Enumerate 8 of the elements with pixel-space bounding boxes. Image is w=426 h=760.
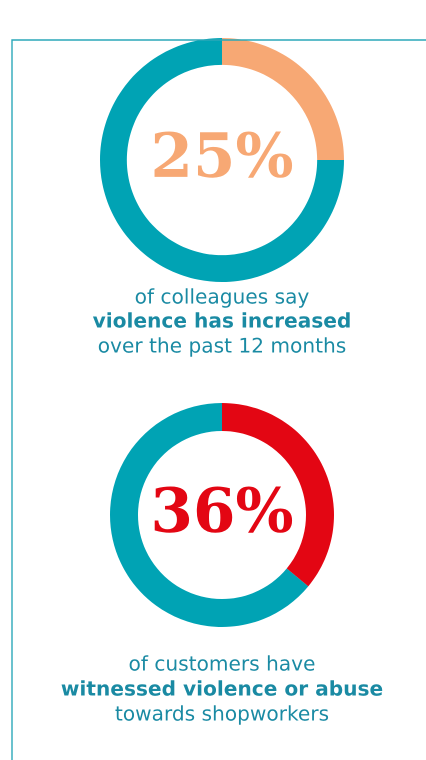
text: over the past 12 months bbox=[98, 337, 346, 357]
text: witnessed violence or abuse bbox=[62, 680, 382, 696]
text: of colleagues say bbox=[136, 288, 309, 308]
text: towards shopworkers bbox=[115, 705, 328, 725]
text: of customers have bbox=[130, 655, 314, 671]
text: violence has increased bbox=[92, 312, 350, 328]
data-label: 36% bbox=[154, 486, 292, 533]
data-label: 25% bbox=[154, 132, 292, 178]
